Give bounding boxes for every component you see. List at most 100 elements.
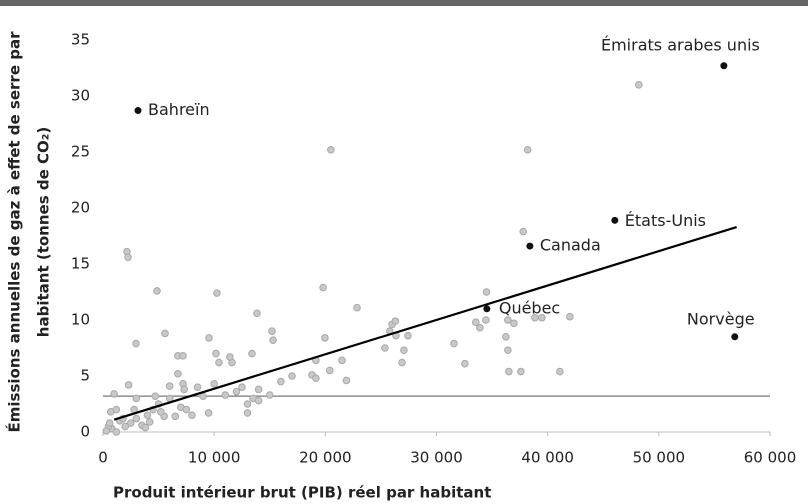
top-band [0, 0, 808, 6]
x-tick-label: 60 000 [744, 449, 797, 467]
data-point [381, 344, 389, 352]
data-point [112, 405, 121, 414]
point-label: Bahreïn [148, 100, 210, 119]
data-point [145, 418, 154, 426]
data-point [210, 380, 218, 388]
data-point [165, 382, 174, 390]
data-point [110, 390, 118, 398]
labeled-point [731, 333, 739, 341]
data-point [102, 427, 111, 435]
trend-line [113, 225, 737, 421]
data-point [188, 411, 196, 420]
data-point [254, 385, 263, 394]
data-point [338, 356, 346, 365]
data-point [121, 422, 130, 431]
data-point [404, 331, 412, 340]
data-point [566, 312, 574, 321]
data-point [556, 367, 564, 376]
point-label: États-Unis [625, 211, 706, 230]
y-tick-label: 20 [71, 199, 90, 217]
data-point [502, 333, 510, 341]
labeled-point [483, 305, 491, 313]
data-point [215, 358, 223, 367]
data-point [105, 419, 114, 427]
y-tick-label: 30 [71, 87, 90, 105]
data-point [143, 411, 152, 420]
data-point [277, 377, 285, 386]
x-tick-label: 50 000 [633, 449, 686, 467]
data-point [193, 383, 202, 392]
data-point [112, 428, 121, 436]
data-point [398, 358, 406, 367]
data-point [141, 423, 150, 432]
data-point [124, 253, 132, 262]
y-axis-title: Émissions annuelles de gaz à effet de se… [5, 31, 24, 433]
data-point [482, 316, 490, 324]
data-point [213, 289, 221, 297]
data-point [269, 336, 277, 344]
data-point [161, 329, 169, 338]
data-point [221, 391, 230, 399]
data-point [171, 412, 180, 421]
labeled-point [134, 107, 142, 115]
data-point [132, 394, 141, 403]
data-point [126, 419, 135, 427]
data-point [132, 339, 140, 348]
y-tick-label: 0 [80, 423, 90, 441]
data-point [519, 227, 528, 236]
data-point [157, 408, 165, 416]
data-point [232, 387, 241, 396]
data-point [476, 324, 484, 332]
data-point [450, 339, 458, 348]
data-point [204, 409, 213, 417]
x-tick-label: 20 000 [299, 449, 352, 467]
point-label: Québec [499, 298, 560, 317]
data-point [238, 383, 246, 392]
data-point [248, 349, 256, 358]
data-point [321, 334, 329, 342]
data-point [353, 303, 361, 312]
y-tick-label: 10 [71, 311, 90, 329]
data-point [312, 374, 320, 383]
data-point [243, 409, 252, 417]
data-point [504, 316, 512, 324]
point-label: Émirats arabes unis [601, 35, 760, 54]
data-point [342, 376, 351, 385]
data-point [180, 385, 188, 394]
data-point [212, 349, 220, 358]
y-axis-title: habitant (tonnes de CO₂) [35, 127, 53, 337]
data-point [461, 359, 469, 368]
data-point [391, 317, 400, 325]
data-point [153, 287, 161, 295]
x-tick-label: 30 000 [410, 449, 463, 467]
data-point [226, 353, 234, 361]
y-tick-label: 15 [71, 255, 90, 273]
y-tick-label: 5 [80, 367, 90, 385]
data-point [288, 372, 296, 380]
data-point [253, 309, 261, 318]
data-point [319, 283, 327, 292]
data-point [124, 381, 133, 389]
x-tick-label: 40 000 [521, 449, 574, 467]
data-point [243, 400, 252, 408]
labeled-point [611, 216, 619, 224]
data-point [538, 313, 546, 322]
data-point [151, 392, 160, 400]
data-point [635, 81, 643, 89]
data-point [327, 145, 335, 154]
data-point [504, 346, 512, 355]
y-tick-label: 25 [71, 143, 90, 161]
labeled-point [720, 62, 728, 70]
data-point [510, 319, 518, 328]
data-point [268, 327, 276, 336]
data-point [254, 396, 263, 405]
data-point [482, 288, 491, 296]
point-label: Norvège [687, 309, 755, 328]
data-point [505, 367, 513, 376]
data-point [400, 346, 408, 355]
data-point [132, 414, 141, 423]
x-tick-label: 0 [98, 449, 108, 467]
data-point [265, 391, 274, 399]
